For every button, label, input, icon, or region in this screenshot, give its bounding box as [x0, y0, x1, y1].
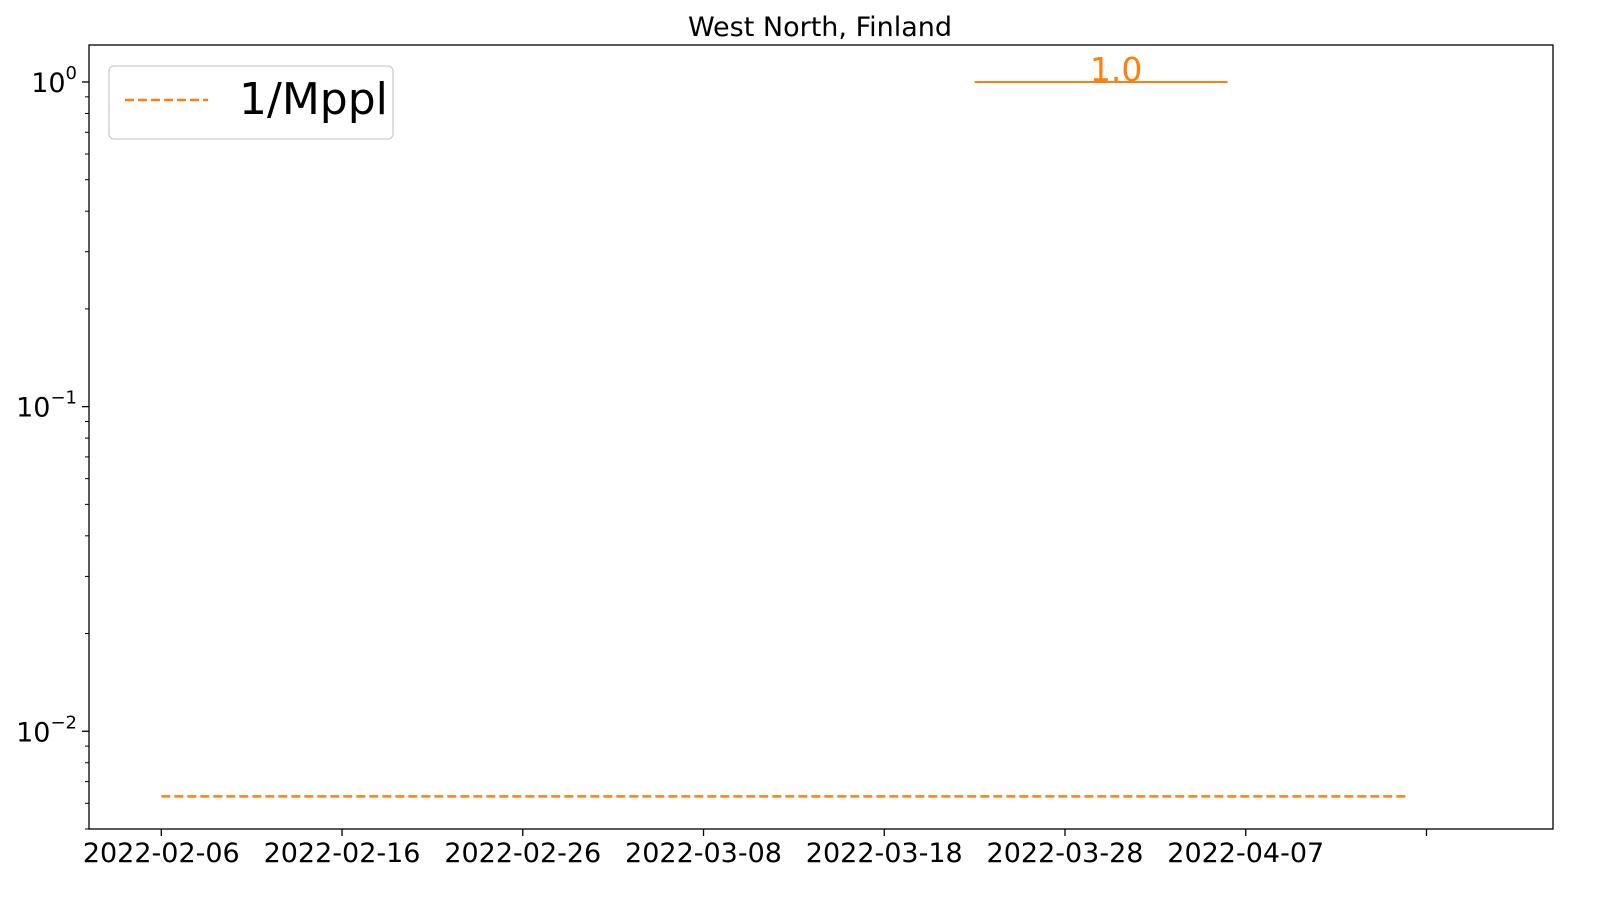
y-tick-base: 10	[31, 68, 65, 99]
annotation-label: 1.0	[1090, 50, 1142, 89]
y-tick-label: 10−2	[16, 712, 77, 748]
x-tick-label: 2022-04-07	[1167, 838, 1324, 869]
annotation-layer: 1.0	[974, 50, 1228, 89]
legend-box	[108, 65, 394, 140]
x-tick-label: 2022-02-16	[264, 838, 421, 869]
y-tick-base: 10	[16, 393, 50, 424]
y-tick-exponent: −1	[50, 388, 77, 409]
x-tick-label: 2022-02-26	[444, 838, 601, 869]
plot-area	[88, 44, 1554, 830]
y-minor-ticks	[85, 96, 89, 830]
x-tick-label: 2022-03-28	[987, 838, 1144, 869]
y-tick-base: 10	[16, 717, 50, 748]
x-tick-label: 2022-03-18	[806, 838, 963, 869]
y-tick-exponent: −2	[50, 712, 77, 733]
legend: 1/Mppl	[108, 65, 394, 140]
legend-label-1-mppl: 1/Mppl	[239, 74, 388, 125]
x-tick-label: 2022-02-06	[83, 838, 240, 869]
y-tick-label: 10−1	[16, 388, 77, 424]
y-tick-label: 100	[31, 63, 77, 99]
x-axis: 2022-02-06 2022-02-16 2022-02-26 2022-03-08…	[83, 829, 1428, 869]
chart-title: West North, Finland	[688, 12, 952, 43]
x-tick-label: 2022-03-08	[625, 838, 782, 869]
y-tick-exponent: 0	[66, 63, 77, 84]
